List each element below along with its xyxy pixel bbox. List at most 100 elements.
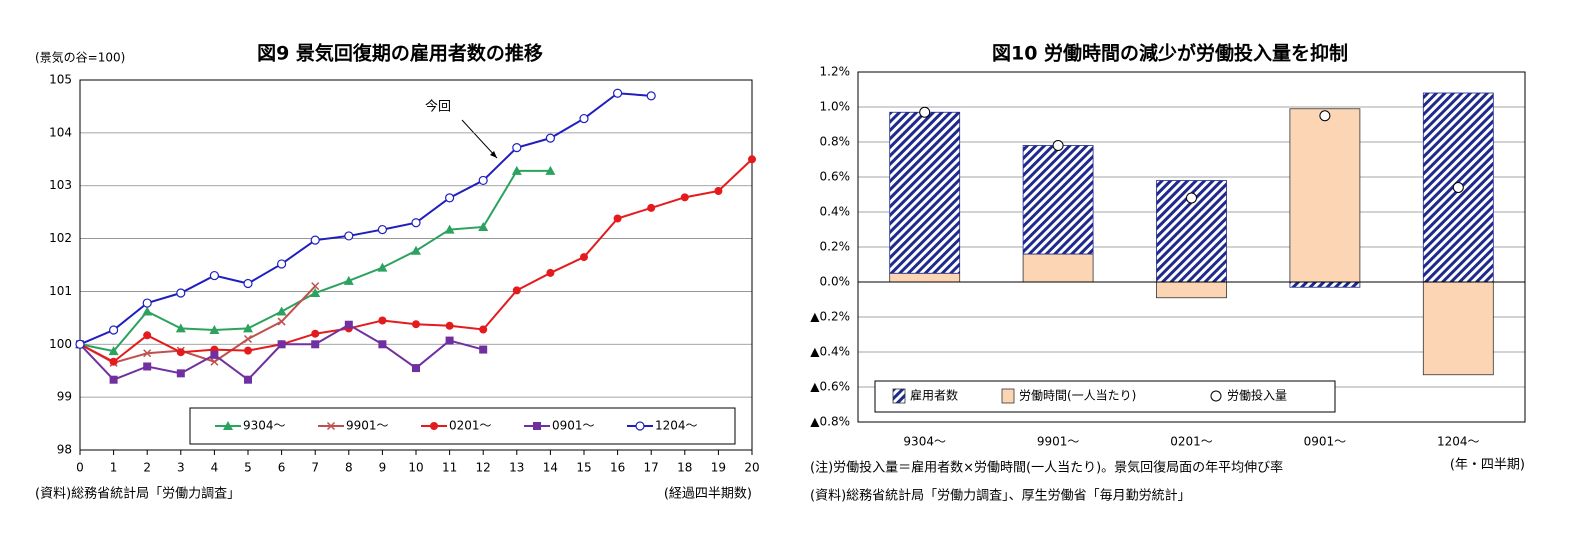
- point: [344, 231, 354, 241]
- bar: [1022, 253, 1094, 283]
- x-tick-label: 0201〜: [1170, 435, 1213, 449]
- x-tick-label: 13: [509, 461, 524, 475]
- y-tick-label: ▲0.6%: [810, 380, 850, 394]
- x-tick-label: 5: [244, 461, 252, 475]
- legend-box: [874, 380, 1336, 413]
- point: [175, 323, 186, 333]
- x-axis-label: (年・四半期): [1450, 458, 1525, 473]
- note: (注)労働投入量＝雇用者数×労働時間(一人当たり)。景気回復局面の年平均伸び率: [810, 460, 1283, 476]
- bar: [889, 272, 961, 283]
- y-tick-label: 102: [49, 231, 72, 245]
- x-tick-label: 14: [543, 461, 558, 475]
- point: [377, 262, 388, 272]
- x-tick-label: 18: [677, 461, 692, 475]
- legend-marker: [223, 421, 233, 430]
- y-tick-label: 104: [49, 125, 72, 139]
- chart-title: 図9 景気回復期の雇用者数の推移: [257, 42, 543, 65]
- point: [613, 214, 622, 223]
- point: [244, 346, 252, 355]
- point: [209, 325, 220, 335]
- point: [445, 321, 454, 330]
- chart-title: 図10 労働時間の減少が労働投入量を抑制: [992, 42, 1348, 65]
- legend-label: 1204〜: [655, 419, 698, 433]
- point: [143, 331, 152, 340]
- point: [714, 187, 723, 195]
- legend-label: 9901〜: [346, 419, 389, 433]
- legend-marker: [1210, 390, 1222, 402]
- bar: [1289, 108, 1361, 283]
- y-tick-label: 98: [57, 443, 72, 457]
- x-tick-label: 12: [476, 461, 491, 475]
- point: [209, 270, 219, 281]
- point: [511, 165, 522, 175]
- point: [310, 288, 321, 298]
- annotation-arrowhead: [490, 151, 497, 158]
- y-tick-label: 0.0%: [820, 275, 851, 289]
- point: [479, 325, 488, 334]
- point: [612, 88, 623, 98]
- point: [411, 218, 421, 228]
- y-tick-label: 0.4%: [820, 205, 851, 219]
- legend-swatch: [892, 388, 906, 404]
- series-line: [79, 323, 484, 382]
- y-tick-label: 1.0%: [820, 100, 851, 114]
- point: [646, 91, 656, 101]
- point: [176, 369, 185, 378]
- annotation-arrow: [461, 119, 498, 159]
- point: [311, 340, 320, 349]
- point: [478, 175, 488, 186]
- point: [276, 306, 287, 316]
- legend-label: 労働投入量: [1227, 388, 1287, 403]
- point: [680, 193, 689, 202]
- x-tick-label: 17: [644, 461, 659, 475]
- bar: [889, 111, 961, 274]
- point: [545, 165, 556, 175]
- x-tick-label: 9: [379, 461, 387, 475]
- x-tick-label: 3: [177, 461, 185, 475]
- x-tick-label: 1204〜: [1437, 435, 1480, 449]
- legend-label: 0901〜: [552, 419, 595, 433]
- x-tick-label: 19: [711, 461, 726, 475]
- x-tick-label: 8: [345, 461, 353, 475]
- point: [142, 298, 152, 308]
- y-tick-label: ▲0.8%: [810, 415, 850, 429]
- point: [1052, 140, 1064, 151]
- series-line: [79, 169, 551, 353]
- legend-marker: [635, 421, 645, 431]
- x-tick-label: 7: [311, 461, 319, 475]
- legend-label: 9304〜: [243, 419, 286, 433]
- point: [919, 106, 931, 118]
- point: [512, 143, 522, 153]
- point: [579, 113, 589, 124]
- x-tick-label: 0901〜: [1304, 435, 1347, 449]
- point: [479, 345, 488, 354]
- point: [1452, 182, 1464, 193]
- point: [411, 245, 421, 255]
- point: [277, 340, 286, 349]
- point: [377, 224, 387, 235]
- legend-swatch: [1001, 388, 1015, 404]
- point: [176, 348, 185, 357]
- point: [478, 221, 489, 231]
- point: [580, 253, 588, 262]
- y-tick-label: 103: [49, 178, 72, 192]
- plot-border: [857, 71, 1526, 423]
- x-tick-label: 10: [408, 461, 423, 475]
- point: [109, 357, 118, 366]
- y-tick-label: 0.2%: [820, 240, 851, 254]
- point: [1319, 110, 1331, 122]
- x-tick-label: 9901〜: [1037, 435, 1080, 449]
- point: [108, 346, 119, 356]
- x-tick-label: 4: [211, 461, 219, 475]
- legend-marker: [326, 421, 336, 431]
- y-tick-label: 101: [49, 284, 72, 298]
- x-tick-label: 1: [110, 461, 118, 475]
- legend-marker: [533, 422, 541, 430]
- point: [748, 155, 756, 164]
- plot-border: [79, 79, 753, 451]
- point: [647, 203, 656, 212]
- point: [210, 350, 219, 359]
- series-line: [79, 92, 652, 346]
- y-tick-label: 0.6%: [820, 170, 851, 184]
- point: [277, 259, 287, 269]
